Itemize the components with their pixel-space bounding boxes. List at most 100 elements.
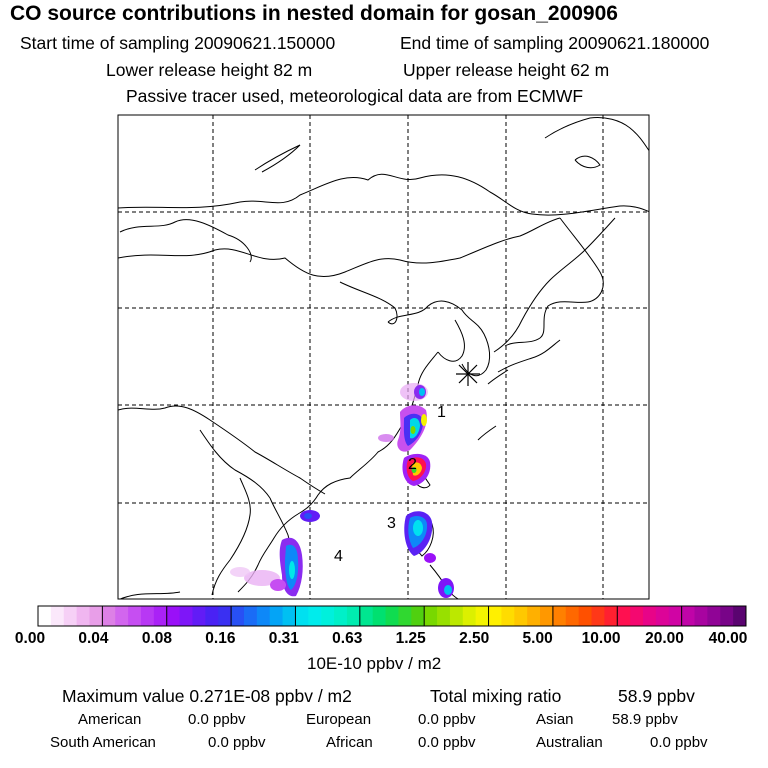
region-name: Australian bbox=[536, 734, 603, 751]
region-name: African bbox=[326, 734, 373, 751]
colorbar-tick-label: 0.00 bbox=[14, 630, 46, 647]
region-name: European bbox=[306, 711, 372, 728]
map-frame bbox=[117, 114, 650, 600]
colorbar-swatch bbox=[282, 606, 296, 626]
lat-lon-grid bbox=[118, 115, 649, 599]
colorbar-tick-label: 0.63 bbox=[332, 630, 363, 647]
colorbar-tick-label: 0.04 bbox=[78, 630, 109, 647]
colorbar-swatch bbox=[643, 606, 657, 626]
colorbar-swatch bbox=[707, 606, 721, 626]
emission-plumes bbox=[230, 383, 454, 598]
region-value: 0.0 ppbv bbox=[208, 734, 266, 751]
source-contribution-map: 1 2 3 4 bbox=[117, 114, 650, 600]
maximum-value-label: Maximum value 0.271E-08 ppbv / m2 bbox=[62, 686, 352, 706]
region-value: 0.0 ppbv bbox=[188, 711, 246, 728]
colorbar-swatch bbox=[308, 606, 322, 626]
colorbar-swatch bbox=[359, 606, 374, 626]
colorbar-frame bbox=[37, 605, 747, 627]
colorbar-swatch bbox=[488, 606, 502, 626]
colorbar-swatch bbox=[269, 606, 284, 626]
region-name: Asian bbox=[536, 711, 574, 728]
colorbar-tick-label: 20.00 bbox=[645, 630, 684, 647]
region-label: 1 bbox=[437, 404, 446, 421]
total-mixing-value: 58.9 ppbv bbox=[618, 686, 695, 706]
colorbar-swatch bbox=[462, 606, 477, 626]
colorbar-swatch bbox=[591, 606, 605, 626]
colorbar-swatch bbox=[733, 606, 747, 626]
colorbar-swatch bbox=[385, 606, 399, 626]
colorbar-tick-label: 0.31 bbox=[268, 630, 299, 647]
colorbar-swatch bbox=[578, 606, 593, 626]
colorbar-tick-label: 5.00 bbox=[522, 630, 553, 647]
colorbar-swatch bbox=[604, 606, 618, 626]
colorbar-swatch bbox=[527, 606, 541, 626]
colorbar-swatch bbox=[655, 606, 670, 626]
region-name: South American bbox=[50, 734, 156, 751]
colorbar-swatch bbox=[449, 606, 464, 626]
colorbar-tick-label: 0.16 bbox=[205, 630, 236, 647]
upper-height-label: Upper release height 62 m bbox=[403, 60, 610, 80]
colorbar-tick-label: 40.00 bbox=[708, 630, 748, 647]
colorbar-swatch bbox=[617, 606, 631, 626]
colorbar-swatch bbox=[321, 606, 335, 626]
colorbar bbox=[37, 605, 747, 627]
total-mixing-label: Total mixing ratio bbox=[430, 686, 562, 706]
tracer-note: Passive tracer used, meteorological data… bbox=[126, 86, 584, 106]
colorbar-swatch bbox=[681, 606, 696, 626]
colorbar-swatch bbox=[411, 606, 425, 626]
region-value: 0.0 ppbv bbox=[650, 734, 708, 751]
end-time-label: End time of sampling 20090621.180000 bbox=[400, 33, 710, 53]
colorbar-swatch bbox=[179, 606, 193, 626]
colorbar-swatch bbox=[192, 606, 206, 626]
colorbar-swatch bbox=[89, 606, 103, 626]
colorbar-swatch bbox=[218, 606, 232, 626]
colorbar-swatch bbox=[437, 606, 451, 626]
colorbar-swatch bbox=[205, 606, 219, 626]
colorbar-swatch bbox=[630, 606, 644, 626]
coastlines bbox=[118, 117, 649, 599]
colorbar-tick-label: 10.00 bbox=[581, 630, 621, 647]
colorbar-tick-label: 0.08 bbox=[141, 630, 172, 647]
region-label: 2 bbox=[408, 456, 417, 473]
colorbar-tick-label: 2.50 bbox=[459, 630, 490, 647]
colorbar-swatch bbox=[334, 606, 348, 626]
colorbar-swatch bbox=[668, 606, 683, 626]
region-value: 0.0 ppbv bbox=[418, 734, 476, 751]
colorbar-swatch bbox=[552, 606, 567, 626]
region-label: 4 bbox=[334, 548, 343, 565]
colorbar-swatch bbox=[38, 606, 52, 626]
receptor-asterisk-icon bbox=[456, 362, 480, 386]
colorbar-swatch bbox=[372, 606, 387, 626]
colorbar-swatch bbox=[424, 606, 438, 626]
colorbar-swatch bbox=[153, 606, 168, 626]
plot-title: CO source contributions in nested domain… bbox=[10, 2, 618, 25]
colorbar-swatch bbox=[295, 606, 309, 626]
colorbar-swatch bbox=[102, 606, 116, 626]
colorbar-swatch bbox=[565, 606, 580, 626]
colorbar-swatch bbox=[540, 606, 554, 626]
colorbar-swatch bbox=[514, 606, 528, 626]
colorbar-swatch bbox=[115, 606, 129, 626]
colorbar-swatch bbox=[231, 606, 245, 626]
colorbar-unit: 10E-10 ppbv / m2 bbox=[307, 654, 442, 673]
colorbar-swatch bbox=[63, 606, 78, 626]
colorbar-tick-label: 1.25 bbox=[395, 630, 426, 647]
region-label: 3 bbox=[387, 515, 396, 532]
colorbar-swatch bbox=[720, 606, 734, 626]
colorbar-swatch bbox=[243, 606, 258, 626]
start-time-label: Start time of sampling 20090621.150000 bbox=[20, 33, 336, 53]
colorbar-swatch bbox=[166, 606, 181, 626]
region-value: 58.9 ppbv bbox=[612, 711, 678, 728]
region-value: 0.0 ppbv bbox=[418, 711, 476, 728]
colorbar-swatch bbox=[501, 606, 515, 626]
colorbar-swatch bbox=[76, 606, 90, 626]
colorbar-swatch bbox=[694, 606, 708, 626]
colorbar-swatch bbox=[140, 606, 155, 626]
colorbar-swatch bbox=[346, 606, 361, 626]
region-name: American bbox=[78, 711, 142, 728]
colorbar-swatch bbox=[50, 606, 65, 626]
colorbar-swatch bbox=[475, 606, 490, 626]
colorbar-swatch bbox=[128, 606, 142, 626]
colorbar-swatch bbox=[398, 606, 412, 626]
colorbar-swatch bbox=[256, 606, 271, 626]
